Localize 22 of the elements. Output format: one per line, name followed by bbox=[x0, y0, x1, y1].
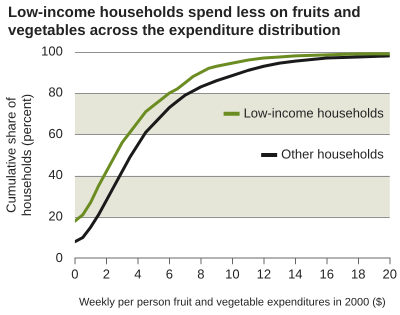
y-tick-label: 0 bbox=[56, 250, 63, 265]
x-tick-label: 2 bbox=[102, 266, 110, 282]
x-tick-label: 0 bbox=[71, 266, 79, 282]
chart-title: Low-income households spend less on fruits and vegetables across the expenditure distribution bbox=[7, 3, 362, 40]
x-tick-label: 20 bbox=[382, 266, 398, 282]
x-tick-label: 4 bbox=[134, 266, 142, 282]
y-tick-label: 60 bbox=[48, 126, 63, 141]
x-tick-label: 14 bbox=[288, 266, 303, 282]
x-axis-title: Weekly per person fruit and vegetable expenditures in 2000 ($) bbox=[78, 296, 386, 308]
x-tick-label: 16 bbox=[320, 266, 334, 282]
x-tick-label: 10 bbox=[225, 266, 240, 282]
y-tick-label: 100 bbox=[41, 43, 63, 58]
y-tick-label: 20 bbox=[48, 208, 63, 224]
x-tick-label: 8 bbox=[197, 266, 204, 282]
y-axis-title: Cumulative share of households (percent) bbox=[3, 94, 34, 216]
y-tick-label: 40 bbox=[48, 167, 63, 182]
x-tick-label: 12 bbox=[256, 266, 272, 282]
legend-label: Other households bbox=[281, 146, 384, 162]
x-tick-label: 18 bbox=[351, 266, 366, 282]
legend-label: Low-income households bbox=[244, 105, 384, 120]
x-tick-label: 6 bbox=[166, 266, 173, 282]
y-tick-label: 80 bbox=[48, 84, 63, 100]
